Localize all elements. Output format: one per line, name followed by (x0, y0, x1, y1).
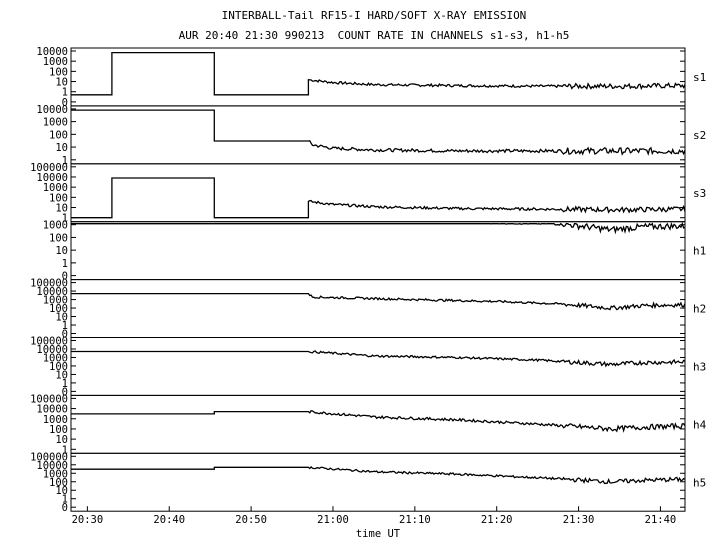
y-tick-label-h1: 10 (55, 245, 68, 257)
y-tick-label-h5: 0 (62, 502, 68, 514)
y-tick-label-s2: 10 (55, 142, 68, 154)
x-axis-label: time UT (356, 528, 401, 540)
x-tick-label: 21:10 (399, 514, 431, 526)
y-tick-label-s1: 1000 (43, 56, 68, 68)
channel-label-h2: h2 (693, 303, 706, 316)
panel-frame-h2 (70, 279, 686, 339)
y-tick-label-h3: 100000 (30, 336, 68, 348)
channel-label-h1: h1 (693, 245, 706, 258)
y-tick-label-h3: 1 (62, 378, 68, 390)
y-tick-label-h3: 100 (49, 361, 68, 373)
y-tick-label-s2: 1000 (43, 117, 68, 129)
y-tick-label-h2: 100000 (30, 278, 68, 290)
x-tick-label: 20:50 (235, 514, 267, 526)
x-tick-label: 20:40 (153, 514, 185, 526)
panel-frame-s3 (70, 163, 686, 223)
panel-frame-h5 (70, 452, 686, 512)
y-tick-label-h3: 0 (62, 386, 68, 398)
chart-subtitle: AUR 20:40 21:30 990213 COUNT RATE IN CHA… (178, 29, 570, 42)
y-tick-label-h2: 0 (62, 329, 68, 341)
y-tick-label-h1: 100 (49, 232, 68, 244)
y-tick-label-h5: 1 (62, 494, 68, 506)
series-line-s2 (71, 109, 686, 156)
y-tick-label-s3: 100 (49, 192, 68, 204)
x-tick-label: 20:30 (72, 514, 104, 526)
panel-frame-s2 (70, 105, 686, 165)
y-tick-label-h1: 0 (62, 271, 68, 283)
channel-label-h5: h5 (693, 476, 706, 489)
series-line-h5 (71, 465, 686, 485)
y-tick-label-h2: 100 (49, 303, 68, 315)
y-tick-label-s3: 10000 (36, 172, 68, 184)
x-tick-label: 21:30 (563, 514, 595, 526)
y-tick-label-s3: 100000 (30, 162, 68, 174)
channel-label-s1: s1 (693, 71, 706, 84)
y-tick-label-s3: 1000 (43, 182, 68, 194)
y-tick-label-h5: 100000 (30, 451, 68, 463)
series-line-s1 (71, 51, 686, 96)
panel-frame-s1 (70, 47, 686, 107)
series-line-h1 (71, 221, 686, 235)
y-tick-label-s3: 1 (62, 213, 68, 225)
y-tick-label-h3: 10 (55, 369, 68, 381)
y-tick-label-h5: 100 (49, 477, 68, 489)
channel-label-s2: s2 (693, 129, 706, 142)
y-tick-label-h4: 100000 (30, 393, 68, 405)
y-tick-label-h4: 1 (62, 444, 68, 456)
x-tick-label: 21:20 (481, 514, 513, 526)
y-tick-label-h1: 1000 (43, 220, 68, 232)
y-tick-label-s1: 10 (55, 77, 68, 89)
y-tick-label-h4: 100 (49, 424, 68, 436)
y-tick-label-h4: 10000 (36, 404, 68, 416)
x-tick-label: 21:40 (645, 514, 677, 526)
channel-label-h3: h3 (693, 360, 706, 373)
y-tick-label-h4: 1000 (43, 414, 68, 426)
y-tick-label-h1: 1 (62, 258, 68, 270)
y-tick-label-h2: 1000 (43, 295, 68, 307)
channel-label-h4: h4 (693, 418, 707, 431)
y-tick-label-h4: 10 (55, 434, 68, 446)
panel-frame-h1 (70, 221, 686, 281)
y-tick-label-s2: 10000 (36, 104, 68, 116)
y-tick-label-h2: 1 (62, 320, 68, 332)
y-tick-label-h3: 10000 (36, 344, 68, 356)
x-tick-label: 21:00 (317, 514, 349, 526)
chart-title: INTERBALL-Tail RF15-I HARD/SOFT X-RAY EM… (221, 9, 527, 22)
y-tick-label-h5: 1000 (43, 468, 68, 480)
channel-label-s3: s3 (693, 187, 706, 200)
y-tick-label-h3: 1000 (43, 352, 68, 364)
y-tick-label-s1: 0 (62, 97, 68, 109)
y-tick-label-s2: 1 (62, 155, 68, 167)
y-tick-label-h5: 10000 (36, 460, 68, 472)
y-tick-label-s2: 100 (49, 129, 68, 141)
y-tick-label-s3: 10 (55, 203, 68, 215)
y-tick-label-h2: 10000 (36, 286, 68, 298)
y-tick-label-h5: 10 (55, 485, 68, 497)
panel-frame-h4 (70, 394, 686, 454)
series-line-h2 (71, 292, 686, 311)
series-line-h3 (71, 350, 686, 368)
y-tick-label-s1: 10000 (36, 46, 68, 58)
series-line-s3 (71, 177, 686, 219)
series-line-h4 (71, 409, 686, 433)
y-tick-label-h2: 10 (55, 312, 68, 324)
panel-frame-h3 (70, 337, 686, 396)
y-tick-label-s1: 1 (62, 87, 68, 99)
y-tick-label-s1: 100 (49, 66, 68, 78)
